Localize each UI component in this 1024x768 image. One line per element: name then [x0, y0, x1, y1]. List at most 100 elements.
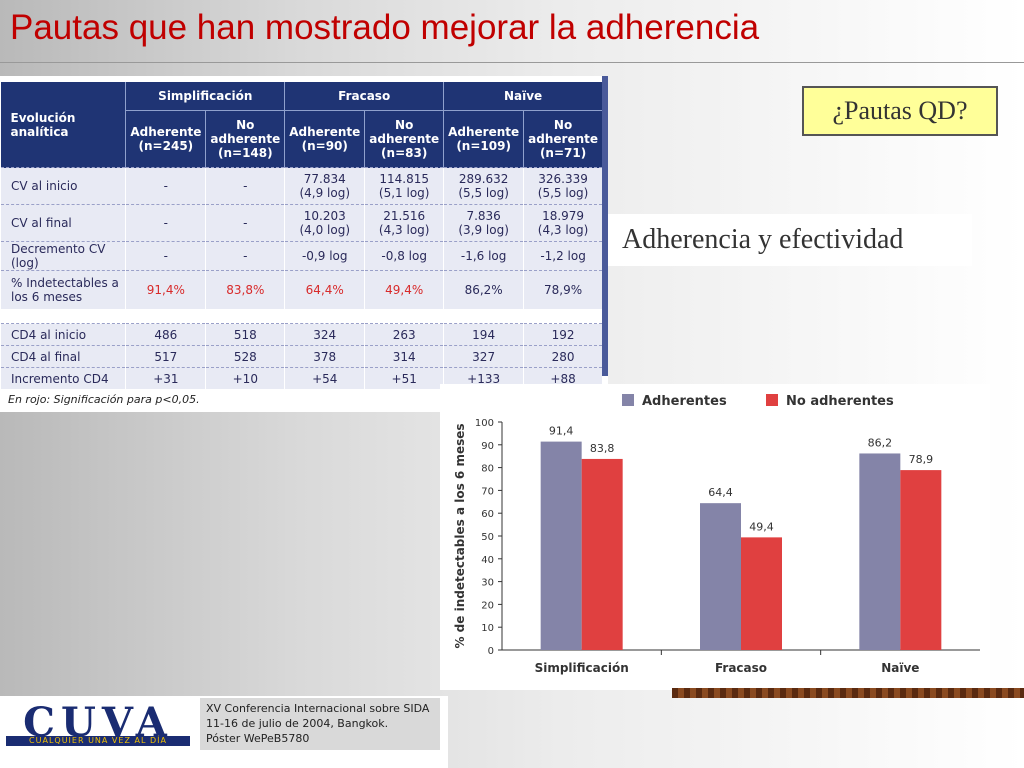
subgroup-header: No adherente (n=71) — [523, 110, 602, 168]
footer: CUVA CUALQUIER UNA VEZ AL DÍA XV Confere… — [0, 696, 448, 768]
table-cell: 83,8% — [205, 270, 285, 309]
bar — [900, 470, 942, 650]
legend-swatch — [622, 394, 634, 406]
conference-info: XV Conferencia Internacional sobre SIDA … — [200, 698, 440, 750]
table-cell: 280 — [523, 345, 602, 368]
table-cell: +51 — [364, 367, 444, 389]
y-tick-label: 60 — [481, 509, 494, 520]
table-cell: 10.203 (4,0 log) — [284, 204, 365, 242]
subgroup-header: No adherente (n=83) — [364, 110, 444, 168]
y-tick-label: 100 — [475, 418, 494, 429]
table-row: CV al inicio - -77.834 (4,9 log) 114.815 (5,1… — [0, 167, 602, 205]
row-label: Incremento CD4 — [0, 367, 126, 389]
subgroup-header: Adherente (n=90) — [284, 110, 365, 168]
bar — [540, 441, 582, 650]
table-corner-header: Evolución analítica — [0, 82, 126, 168]
conference-line-3: Póster WePeB5780 — [206, 732, 310, 745]
table-cell: -0,9 log — [284, 241, 365, 271]
conference-line-2: 11-16 de julio de 2004, Bangkok. — [206, 717, 389, 730]
table-row: CD4 al final 517 528 378 314 327 280 — [0, 345, 602, 368]
bar-value-label: 83,8 — [590, 442, 615, 455]
subgroup-header: Adherente (n=109) — [443, 110, 524, 168]
bar-chart: Adherentes No adherentes 0 10 20 30 40 50 60 70 80… — [453, 394, 980, 675]
table-cell: +133 — [443, 367, 524, 389]
table-cell: 192 — [523, 323, 602, 346]
legend-label: No adherentes — [786, 394, 894, 409]
table-cell: - — [205, 241, 285, 271]
x-category-label: Naïve — [881, 661, 919, 675]
table-row: % Indetectables a los 6 meses 91,4% 83,8% 6… — [0, 270, 602, 309]
legend-swatch — [766, 394, 778, 406]
table-row: Incremento CD4 +31 +10 +54 +51 +133 +88 — [0, 367, 602, 389]
table-cell: 518 — [205, 323, 285, 346]
table-cell: 289.632 (5,5 log) — [443, 167, 524, 205]
y-tick-label: 10 — [481, 623, 494, 634]
legend-label: Adherentes — [642, 394, 727, 409]
table-note: En rojo: Significación para p<0,05. — [8, 393, 200, 406]
table-cell: 263 — [364, 323, 444, 346]
row-label: CV al inicio — [0, 167, 126, 205]
y-tick-label: 0 — [488, 646, 494, 657]
table-row: CD4 al inicio 486 518 324 263 194 192 — [0, 323, 602, 346]
table-cell: 326.339 (5,5 log) — [523, 167, 602, 205]
table-cell: 324 — [284, 323, 365, 346]
bar-value-label: 86,2 — [868, 436, 893, 449]
cuva-tagline: CUALQUIER UNA VEZ AL DÍA — [6, 736, 190, 746]
table-cell: 49,4% — [364, 270, 444, 309]
group-header: Naïve — [443, 82, 602, 111]
table-cell: - — [125, 241, 206, 271]
subgroup-header: Adherente (n=245) — [125, 110, 206, 168]
table-cell: 21.516 (4,3 log) — [364, 204, 444, 242]
table-cell: 77.834 (4,9 log) — [284, 167, 365, 205]
y-axis-label: % de indetectables a los 6 meses — [453, 423, 467, 648]
table-cell: 91,4% — [125, 270, 206, 309]
bar-value-label: 64,4 — [708, 486, 733, 499]
row-label: CD4 al final — [0, 345, 126, 368]
decorative-strip — [672, 688, 1024, 698]
table-cell: - — [205, 167, 285, 205]
bar-value-label: 91,4 — [549, 425, 574, 438]
bar-value-label: 49,4 — [749, 520, 774, 533]
conference-line-1: XV Conferencia Internacional sobre SIDA — [206, 702, 430, 715]
row-label: % Indetectables a los 6 meses — [0, 270, 126, 309]
x-category-label: Simplificación — [535, 661, 629, 675]
y-tick-label: 70 — [481, 486, 494, 497]
analytics-table-panel: Evolución analítica Simplificación Fracaso… — [0, 76, 608, 412]
adherence-effectiveness-callout: Adherencia y efectividad — [608, 214, 972, 266]
qd-regimens-callout: ¿Pautas QD? — [802, 86, 998, 136]
y-tick-label: 50 — [481, 532, 494, 543]
row-label: CV al final — [0, 204, 126, 242]
slide-title: Pautas que han mostrado mejorar la adher… — [10, 8, 760, 47]
table-cell: 314 — [364, 345, 444, 368]
table-cell: 78,9% — [523, 270, 602, 309]
bar — [581, 458, 623, 650]
y-tick-label: 30 — [481, 578, 494, 589]
row-label: CD4 al inicio — [0, 323, 126, 346]
table-cell: -0,8 log — [364, 241, 444, 271]
subgroup-header: No adherente (n=148) — [205, 110, 285, 168]
table-cell: 114.815 (5,1 log) — [364, 167, 444, 205]
group-header: Fracaso — [284, 82, 444, 111]
y-tick-label: 90 — [481, 441, 494, 452]
table-cell: - — [125, 167, 206, 205]
bar — [859, 453, 901, 650]
table-cell: 517 — [125, 345, 206, 368]
table-row: Decremento CV (log) - - -0,9 log -0,8 log -1,… — [0, 241, 602, 271]
table-cell: 327 — [443, 345, 524, 368]
table-cell: 528 — [205, 345, 285, 368]
table-cell: 18.979 (4,3 log) — [523, 204, 602, 242]
table-cell: 86,2% — [443, 270, 524, 309]
table-cell: -1,2 log — [523, 241, 602, 271]
table-cell: +88 — [523, 367, 602, 389]
table-cell: 194 — [443, 323, 524, 346]
table-side-bar — [602, 76, 608, 376]
bar — [741, 537, 782, 650]
table-cell: +31 — [125, 367, 206, 389]
table-cell: 378 — [284, 345, 365, 368]
y-tick-label: 40 — [481, 555, 494, 566]
bar — [700, 503, 741, 650]
bar-chart-panel: Adherentes No adherentes 0 10 20 30 40 50 60 70 80… — [440, 384, 990, 690]
row-label: Decremento CV (log) — [0, 241, 126, 271]
table-cell: 486 — [125, 323, 206, 346]
group-header: Simplificación — [125, 82, 285, 111]
